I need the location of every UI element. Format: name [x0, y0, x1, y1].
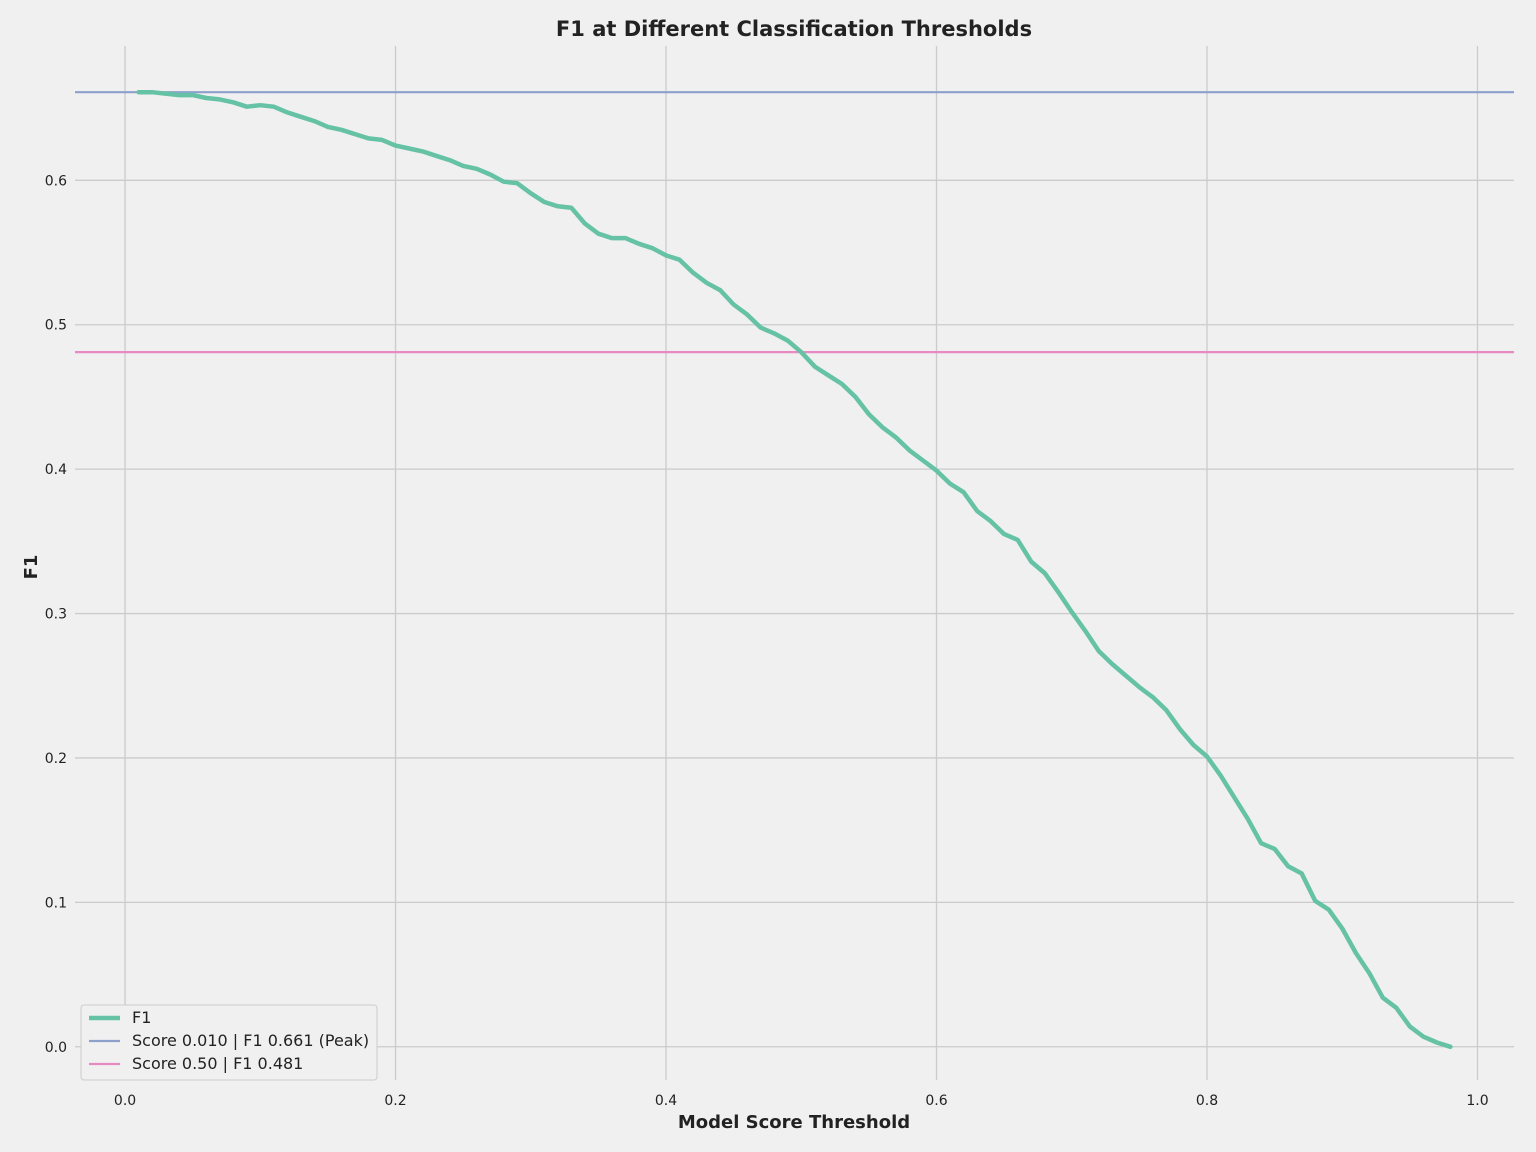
- y-tick-labels: 0.0 0.1 0.2 0.3 0.4 0.5 0.6: [45, 173, 67, 1055]
- x-tick-label: 0.6: [925, 1093, 947, 1109]
- x-tick-label: 0.2: [384, 1093, 406, 1109]
- legend-box: [80, 1004, 378, 1081]
- y-tick-label: 0.6: [45, 173, 67, 189]
- x-tick-labels: 0.0 0.2 0.4 0.6 0.8 1.0: [114, 1093, 1489, 1109]
- chart-title: F1 at Different Classification Threshold…: [556, 17, 1032, 41]
- y-axis-label: F1: [21, 555, 42, 580]
- reference-lines: [75, 91, 1514, 354]
- legend: F1 Score 0.010 | F1 0.661 (Peak) Score 0…: [80, 1004, 378, 1081]
- y-tick-label: 0.3: [45, 607, 67, 623]
- legend-label-default: Score 0.50 | F1 0.481: [132, 1054, 303, 1073]
- y-tick-label: 0.1: [45, 895, 67, 911]
- y-tick-label: 0.2: [45, 751, 67, 767]
- y-gridlines: [75, 179, 1514, 1048]
- series-layer: [136, 89, 1453, 1050]
- y-tick-label: 0.5: [45, 318, 67, 334]
- x-gridlines: [124, 46, 1479, 1080]
- legend-label-f1: F1: [132, 1008, 151, 1027]
- x-tick-label: 1.0: [1466, 1093, 1488, 1109]
- y-tick-label: 0.0: [45, 1040, 67, 1056]
- x-axis-label: Model Score Threshold: [678, 1112, 910, 1133]
- f1-series-line: [136, 89, 1453, 1050]
- x-tick-label: 0.0: [114, 1093, 136, 1109]
- x-tick-label: 0.8: [1196, 1093, 1218, 1109]
- legend-label-peak: Score 0.010 | F1 0.661 (Peak): [132, 1031, 369, 1050]
- x-tick-label: 0.4: [655, 1093, 677, 1109]
- y-tick-label: 0.4: [45, 462, 67, 478]
